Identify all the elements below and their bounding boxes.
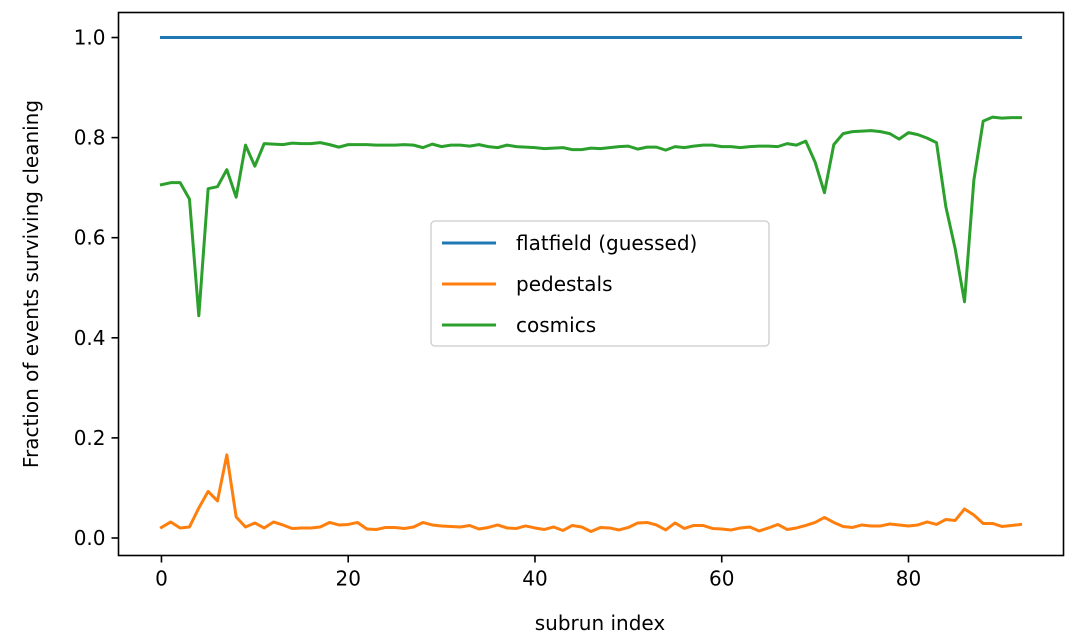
y-tick-label: 0.4 [74, 326, 106, 350]
plot-frame [117, 11, 1065, 557]
x-tick-label: 80 [896, 567, 921, 591]
legend-label-cosmics: cosmics [516, 313, 596, 337]
legend-box [430, 220, 770, 347]
y-axis: 0.0 0.2 0.4 0.6 0.8 1.0 [74, 26, 119, 550]
legend-label-flatfield-guessed: flatfield (guessed) [516, 231, 697, 255]
y-tick-label: 0.2 [74, 426, 106, 450]
x-tick-label: 60 [709, 567, 734, 591]
x-tick-label: 0 [155, 567, 168, 591]
y-tick-label: 0.0 [74, 526, 106, 550]
x-tick-label: 40 [522, 567, 547, 591]
series-line-cosmics [159, 115, 1023, 318]
legend-label-pedestals: pedestals [516, 272, 613, 296]
series-layer [159, 36, 1023, 533]
y-axis-label: Fraction of events surviving cleaning [19, 100, 43, 468]
y-tick-label: 0.8 [74, 126, 106, 150]
legend: flatfield (guessed) pedestals cosmics [430, 220, 770, 347]
x-axis: 0 20 40 60 80 [155, 555, 921, 591]
y-tick-label: 1.0 [74, 26, 106, 50]
x-axis-label: subrun index [535, 611, 666, 635]
y-tick-label: 0.6 [74, 226, 106, 250]
series-line-pedestals [159, 453, 1023, 533]
x-tick-label: 20 [335, 567, 360, 591]
